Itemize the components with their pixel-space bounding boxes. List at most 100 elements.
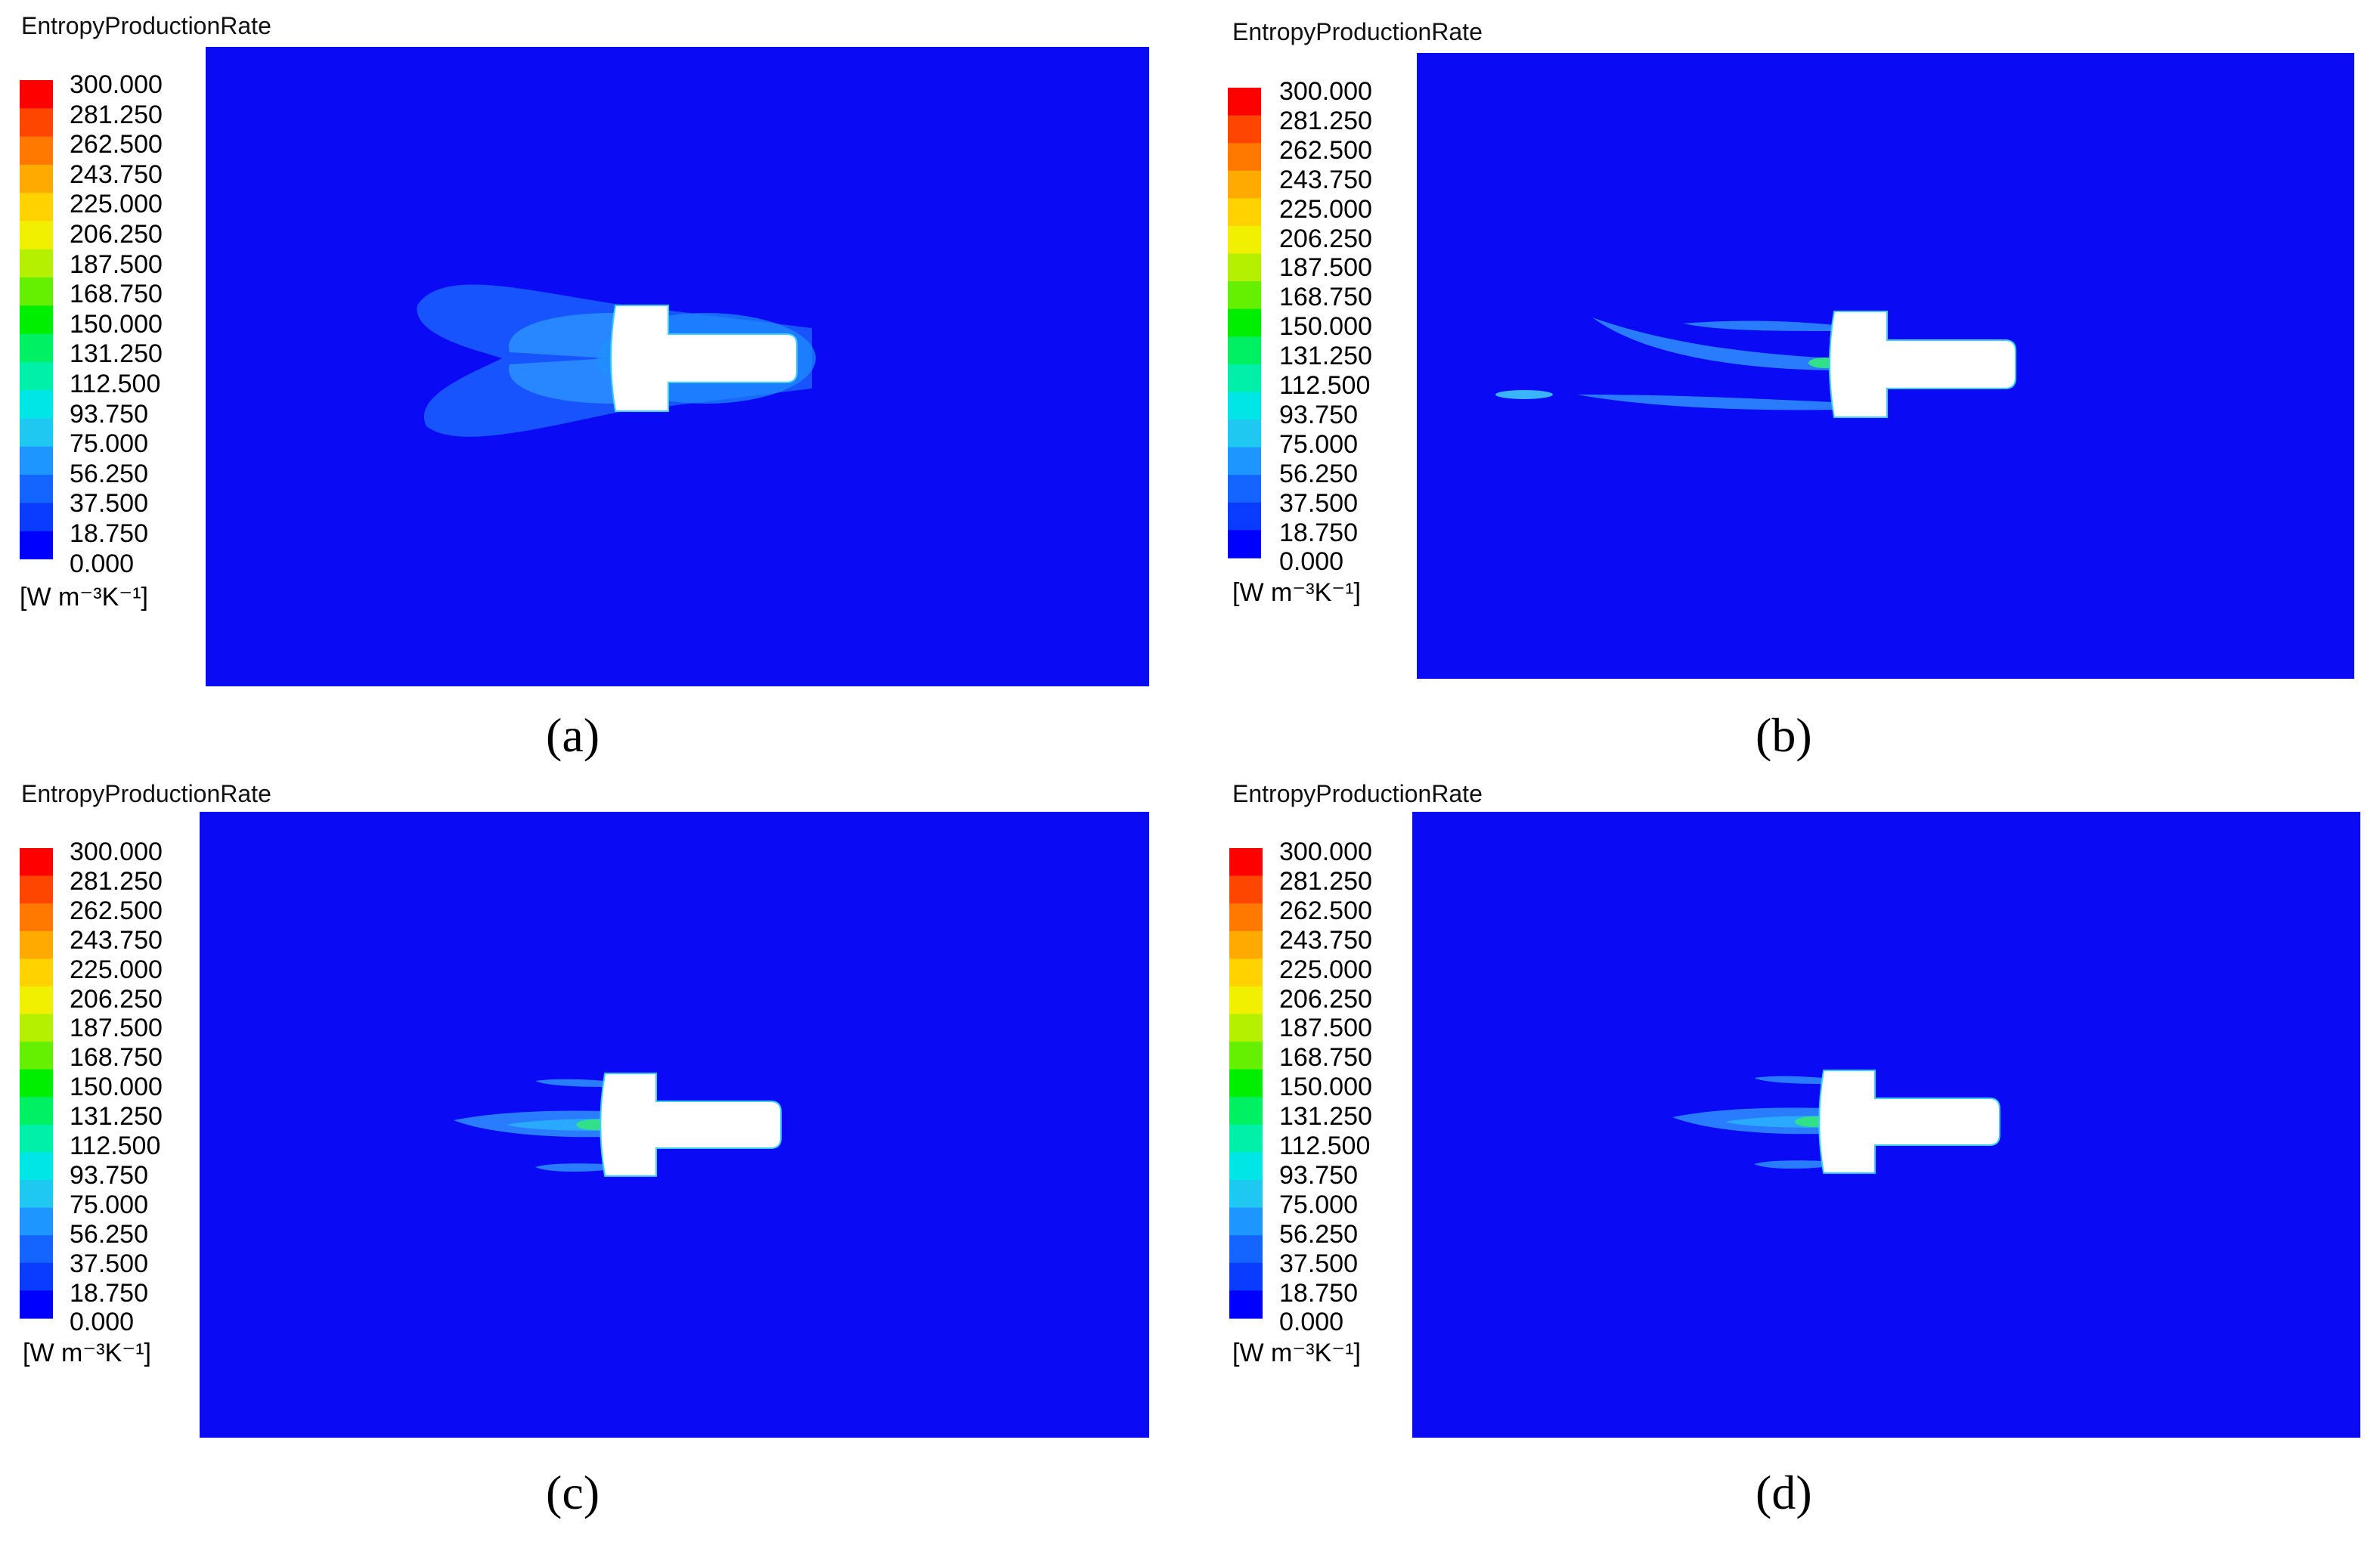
colorbar-tick-label: 18.750 bbox=[70, 1278, 148, 1308]
colorbar-tick-label: 131.250 bbox=[70, 1102, 163, 1132]
contour-field bbox=[1412, 812, 2360, 1438]
panel-c: EntropyProductionRate 300.000 281.250 262.… bbox=[0, 772, 1190, 1545]
colorbar-tick-label: 75.000 bbox=[1279, 1190, 1358, 1219]
colorbar-band bbox=[20, 305, 53, 335]
bluff-body bbox=[610, 305, 798, 412]
colorbar-band bbox=[1228, 170, 1261, 199]
colorbar-tick-label: 243.750 bbox=[70, 925, 163, 955]
colorbar-band bbox=[20, 1124, 53, 1153]
colorbar-band bbox=[1228, 475, 1261, 503]
colorbar-band bbox=[1228, 308, 1261, 337]
colorbar bbox=[20, 80, 53, 559]
colorbar-band bbox=[1228, 225, 1261, 255]
body-nose bbox=[1830, 358, 1844, 371]
wake-region-inner bbox=[508, 313, 615, 404]
colorbar-band bbox=[20, 108, 53, 138]
colorbar-band bbox=[20, 333, 53, 363]
colorbar bbox=[1229, 848, 1263, 1319]
colorbar-band bbox=[1228, 420, 1261, 448]
colorbar-tick-label: 18.750 bbox=[1279, 518, 1358, 547]
panel-caption: (d) bbox=[1756, 1466, 1812, 1519]
colorbar-band bbox=[1229, 1180, 1263, 1209]
panel-caption: (c) bbox=[546, 1466, 600, 1519]
body-nose bbox=[601, 1118, 615, 1132]
colorbar-band bbox=[20, 361, 53, 391]
colorbar-ticks: 300.000 281.250 262.500 243.750 225.000 206.2… bbox=[1279, 839, 1423, 1368]
colorbar-band bbox=[20, 390, 53, 420]
colorbar-tick-label: 112.500 bbox=[70, 1132, 161, 1160]
colorbar-band bbox=[1229, 1042, 1263, 1070]
colorbar-band bbox=[20, 1290, 53, 1319]
colorbar-tick-label: 300.000 bbox=[70, 70, 163, 99]
colorbar-band bbox=[20, 249, 53, 278]
colorbar-tick-label: 37.500 bbox=[1279, 1249, 1358, 1278]
colorbar-tick-label: 112.500 bbox=[1279, 371, 1371, 400]
bluff-body bbox=[600, 1073, 782, 1177]
colorbar-tick-label: 75.000 bbox=[70, 1190, 148, 1219]
panel-d: EntropyProductionRate 300.000 281.250 262.… bbox=[1190, 772, 2380, 1545]
colorbar-tick-label: 131.250 bbox=[70, 339, 163, 369]
colorbar-band bbox=[20, 903, 53, 932]
colorbar-band bbox=[1228, 447, 1261, 475]
colorbar-band bbox=[20, 986, 53, 1015]
panel-title: EntropyProductionRate bbox=[1232, 18, 1483, 45]
wake-streak-lower bbox=[535, 1163, 606, 1172]
colorbar-band bbox=[20, 1152, 53, 1181]
colorbar-tick-label: 281.250 bbox=[1279, 106, 1372, 135]
colorbar-tick-label: 93.750 bbox=[1279, 400, 1358, 429]
colorbar-band bbox=[1229, 1207, 1263, 1236]
colorbar-band bbox=[20, 1097, 53, 1125]
colorbar-tick-label: 300.000 bbox=[1279, 77, 1372, 106]
colorbar-tick-label: 150.000 bbox=[70, 309, 163, 339]
colorbar-tick-label: 168.750 bbox=[70, 1043, 163, 1073]
colorbar-tick-label: 300.000 bbox=[1279, 838, 1372, 866]
colorbar-band bbox=[1228, 115, 1261, 144]
colorbar-tick-label: 37.500 bbox=[70, 1249, 148, 1278]
colorbar-tick-label: 150.000 bbox=[70, 1073, 163, 1102]
colorbar-tick-label: 168.750 bbox=[70, 280, 163, 309]
colorbar-band bbox=[20, 80, 53, 109]
colorbar-band bbox=[1228, 253, 1261, 282]
colorbar-band bbox=[1228, 88, 1261, 116]
panel-title: EntropyProductionRate bbox=[1232, 780, 1483, 807]
colorbar-units: [W m⁻³K⁻¹] bbox=[20, 583, 148, 611]
colorbar-tick-label: 93.750 bbox=[1279, 1160, 1358, 1190]
colorbar-band bbox=[1229, 1290, 1263, 1319]
colorbar-ticks: 300.000 281.250 262.500 243.750 225.000 206.2… bbox=[70, 72, 213, 601]
colorbar-tick-label: 262.500 bbox=[1279, 896, 1372, 925]
colorbar-tick-label: 187.500 bbox=[1279, 1014, 1372, 1043]
wake-streak-upper bbox=[1754, 1076, 1824, 1084]
body-nose bbox=[1820, 1115, 1833, 1129]
colorbar-band bbox=[1229, 1069, 1263, 1098]
colorbar-tick-label: 56.250 bbox=[1279, 1219, 1358, 1249]
colorbar-band bbox=[20, 418, 53, 447]
colorbar-band bbox=[20, 1042, 53, 1070]
colorbar-tick-label: 206.250 bbox=[70, 220, 163, 249]
colorbar-band bbox=[1229, 1262, 1263, 1292]
colorbar-band bbox=[20, 475, 53, 504]
colorbar bbox=[1228, 88, 1261, 559]
colorbar-band bbox=[20, 1180, 53, 1209]
colorbar-band bbox=[1228, 336, 1261, 365]
colorbar-band bbox=[1228, 198, 1261, 227]
contour-svg bbox=[200, 812, 1149, 1438]
colorbar-band bbox=[20, 503, 53, 532]
colorbar-tick-label: 206.250 bbox=[1279, 224, 1372, 253]
colorbar-band bbox=[1229, 1152, 1263, 1181]
wake-streak-center bbox=[1592, 317, 1834, 370]
colorbar-band bbox=[20, 531, 53, 559]
contour-svg bbox=[1417, 53, 2354, 679]
colorbar-tick-label: 0.000 bbox=[1279, 1308, 1344, 1337]
colorbar-band bbox=[1229, 1097, 1263, 1125]
colorbar-band bbox=[1229, 1014, 1263, 1042]
colorbar-band bbox=[1228, 281, 1261, 310]
colorbar-band bbox=[1229, 903, 1263, 932]
wake-streak-lower bbox=[1754, 1160, 1824, 1169]
panel-title: EntropyProductionRate bbox=[21, 780, 271, 807]
wake-streak-upper bbox=[1683, 320, 1834, 331]
wake-streak-lower bbox=[1577, 395, 1834, 410]
colorbar-tick-label: 206.250 bbox=[70, 984, 163, 1014]
colorbar-band bbox=[20, 930, 53, 959]
colorbar-band bbox=[1229, 848, 1263, 877]
colorbar-tick-label: 262.500 bbox=[1279, 135, 1372, 165]
